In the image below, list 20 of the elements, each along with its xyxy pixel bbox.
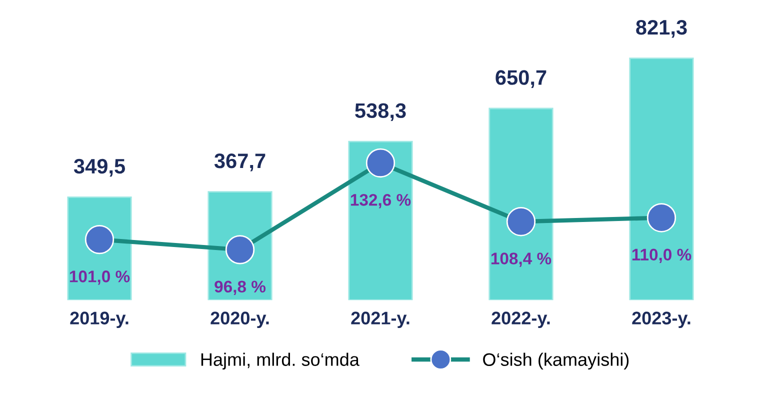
bar (629, 58, 694, 300)
data-label: 101,0 % (70, 270, 130, 285)
data-label: 538,3 (355, 103, 406, 122)
data-label: 108,4 % (491, 252, 552, 267)
bar (348, 140, 413, 300)
legend-label: O‘sish (kamayishi) (483, 352, 629, 370)
data-label: 96,8 % (214, 280, 266, 295)
x-tick-label: 2022-y. (492, 312, 550, 328)
data-label: 110,0 % (632, 248, 692, 263)
data-label: 367,7 (214, 154, 266, 172)
data-label: 821,3 (636, 20, 687, 38)
data-label: 349,5 (74, 158, 126, 177)
x-tick-label: 2021-y. (351, 312, 410, 328)
bar (488, 108, 554, 300)
legend-label: Hajmi, mlrd. so‘mda (201, 352, 360, 370)
x-tick-label: 2019-y. (70, 312, 128, 328)
data-label: 650,7 (496, 70, 546, 88)
x-tick-label: 2020-y. (210, 312, 269, 328)
x-tick-label: 2023-y. (632, 312, 690, 328)
data-label: 132,6 % (350, 194, 411, 208)
